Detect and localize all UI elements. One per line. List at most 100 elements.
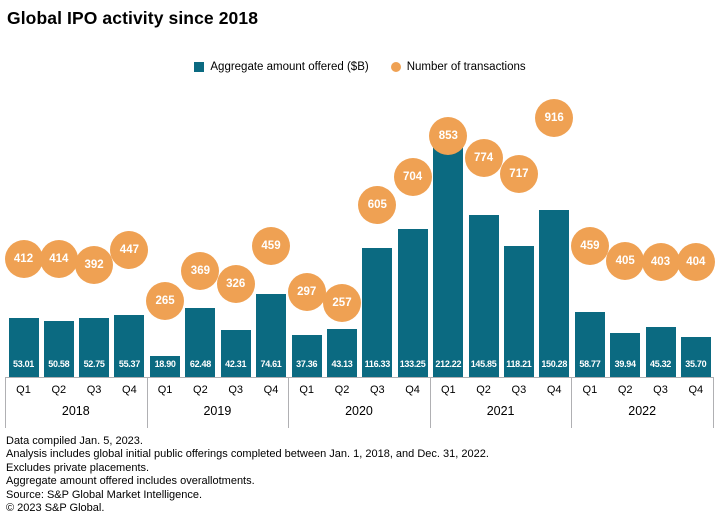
transaction-bubble: 392 (75, 246, 114, 284)
quarter-label: Q2 (51, 384, 67, 396)
bar-value-label: 45.32 (649, 359, 672, 369)
bar: 74.61 (256, 294, 286, 377)
axis-separator (288, 377, 290, 428)
bar-value-label: 52.75 (83, 359, 105, 369)
transaction-bubble: 265 (146, 281, 185, 320)
bar: 150.28 (539, 210, 570, 377)
bar: 55.37 (114, 315, 145, 377)
bar: 39.94 (610, 333, 641, 377)
bar: 45.32 (645, 327, 676, 377)
chart-title: Global IPO activity since 2018 (7, 8, 259, 28)
footnote-line: Analysis includes global initial public … (6, 448, 489, 461)
transaction-bubble: 916 (535, 98, 574, 137)
footnote-line: Aggregate amount offered includes overal… (6, 475, 255, 488)
bar-value-label: 212.22 (435, 359, 462, 369)
legend-item-aggregate: Aggregate amount offered ($B) (194, 61, 369, 73)
transaction-bubble: 326 (216, 264, 255, 303)
footnotes: Data compiled Jan. 5, 2023. Analysis incl… (6, 435, 489, 515)
bar-series-swatch-icon (194, 62, 205, 72)
bar: 37.36 (291, 335, 322, 377)
year-label: 2018 (61, 404, 90, 418)
quarter-label: Q4 (546, 384, 562, 396)
bar: 35.70 (680, 337, 711, 377)
transaction-bubble: 403 (641, 242, 680, 281)
axis-separator (5, 377, 6, 428)
transaction-bubble: 412 (4, 240, 43, 279)
quarter-label: Q1 (440, 384, 456, 396)
quarter-label: Q4 (405, 384, 420, 396)
quarter-label: Q2 (476, 384, 491, 396)
bar-value-label: 145.85 (470, 359, 497, 369)
quarter-label: Q4 (122, 384, 137, 396)
footnote-line: Excludes private placements. (6, 461, 150, 474)
quarter-label: Q1 (299, 384, 315, 396)
bar: 52.75 (79, 318, 110, 377)
bar: 58.77 (574, 312, 605, 377)
bar-value-label: 42.31 (225, 359, 247, 369)
bar-value-label: 116.33 (364, 359, 391, 369)
bar-value-label: 18.90 (154, 359, 176, 369)
bar-value-label: 50.58 (48, 359, 70, 369)
bar: 118.21 (503, 246, 534, 377)
bar-value-label: 150.28 (541, 359, 568, 369)
transaction-bubble: 257 (323, 283, 361, 322)
transaction-bubble: 605 (358, 186, 397, 225)
bar: 116.33 (362, 248, 393, 377)
transaction-bubble: 447 (110, 230, 149, 269)
quarter-label: Q4 (688, 384, 704, 396)
bar: 212.22 (433, 141, 464, 377)
legend: Aggregate amount offered ($B) Number of … (0, 61, 720, 73)
footnote-line: Source: S&P Global Market Intelligence. (6, 488, 203, 501)
quarter-label: Q3 (511, 384, 527, 396)
bar-value-label: 39.94 (614, 359, 636, 369)
quarter-label: Q1 (582, 384, 598, 396)
axis-separator (146, 377, 148, 428)
bar-value-label: 43.13 (331, 359, 353, 369)
quarter-label: Q4 (263, 384, 279, 396)
transaction-bubble: 297 (287, 272, 326, 311)
quarter-label: Q1 (16, 384, 31, 396)
transaction-bubble: 704 (393, 158, 432, 197)
axis-baseline (5, 377, 714, 378)
bar-value-label: 37.36 (296, 359, 318, 369)
quarter-label: Q2 (334, 384, 350, 396)
legend-bubbles-label: Number of transactions (406, 61, 526, 73)
year-label: 2020 (345, 404, 373, 418)
year-label: 2021 (486, 404, 515, 418)
bar: 42.31 (220, 330, 251, 377)
bar-value-label: 118.21 (506, 359, 532, 369)
axis-separator (429, 377, 431, 428)
quarter-label: Q3 (369, 384, 385, 396)
bar: 43.13 (327, 329, 357, 377)
bar-value-label: 55.37 (118, 359, 140, 369)
legend-bars-label: Aggregate amount offered ($B) (210, 61, 369, 73)
bar-value-label: 62.48 (189, 359, 211, 369)
bar: 50.58 (43, 321, 74, 377)
bar-value-label: 53.01 (12, 359, 35, 369)
bar-value-label: 58.77 (579, 359, 601, 369)
quarter-label: Q3 (228, 384, 244, 396)
footnote-line: © 2023 S&P Global. (6, 502, 105, 515)
transaction-bubble: 459 (570, 227, 609, 266)
bar: 18.90 (150, 356, 181, 377)
transaction-bubble: 404 (676, 242, 715, 281)
footnote-line: Data compiled Jan. 5, 2023. (6, 435, 143, 447)
year-label: 2022 (628, 404, 657, 418)
transaction-bubble: 414 (39, 239, 78, 278)
bar-value-label: 74.61 (260, 359, 282, 369)
bar: 53.01 (8, 318, 39, 377)
quarter-label: Q2 (617, 384, 633, 396)
legend-item-transactions: Number of transactions (390, 61, 526, 73)
bubble-series-swatch-icon (390, 62, 401, 72)
quarter-label: Q1 (157, 384, 173, 396)
year-label: 2019 (203, 404, 232, 418)
axis-separator (571, 377, 573, 428)
transaction-bubble: 853 (429, 116, 468, 155)
bar: 133.25 (397, 229, 428, 377)
transaction-bubble: 369 (181, 252, 220, 291)
transaction-bubble: 405 (606, 242, 645, 281)
bar-value-label: 133.25 (399, 359, 426, 369)
bar: 145.85 (468, 215, 499, 377)
